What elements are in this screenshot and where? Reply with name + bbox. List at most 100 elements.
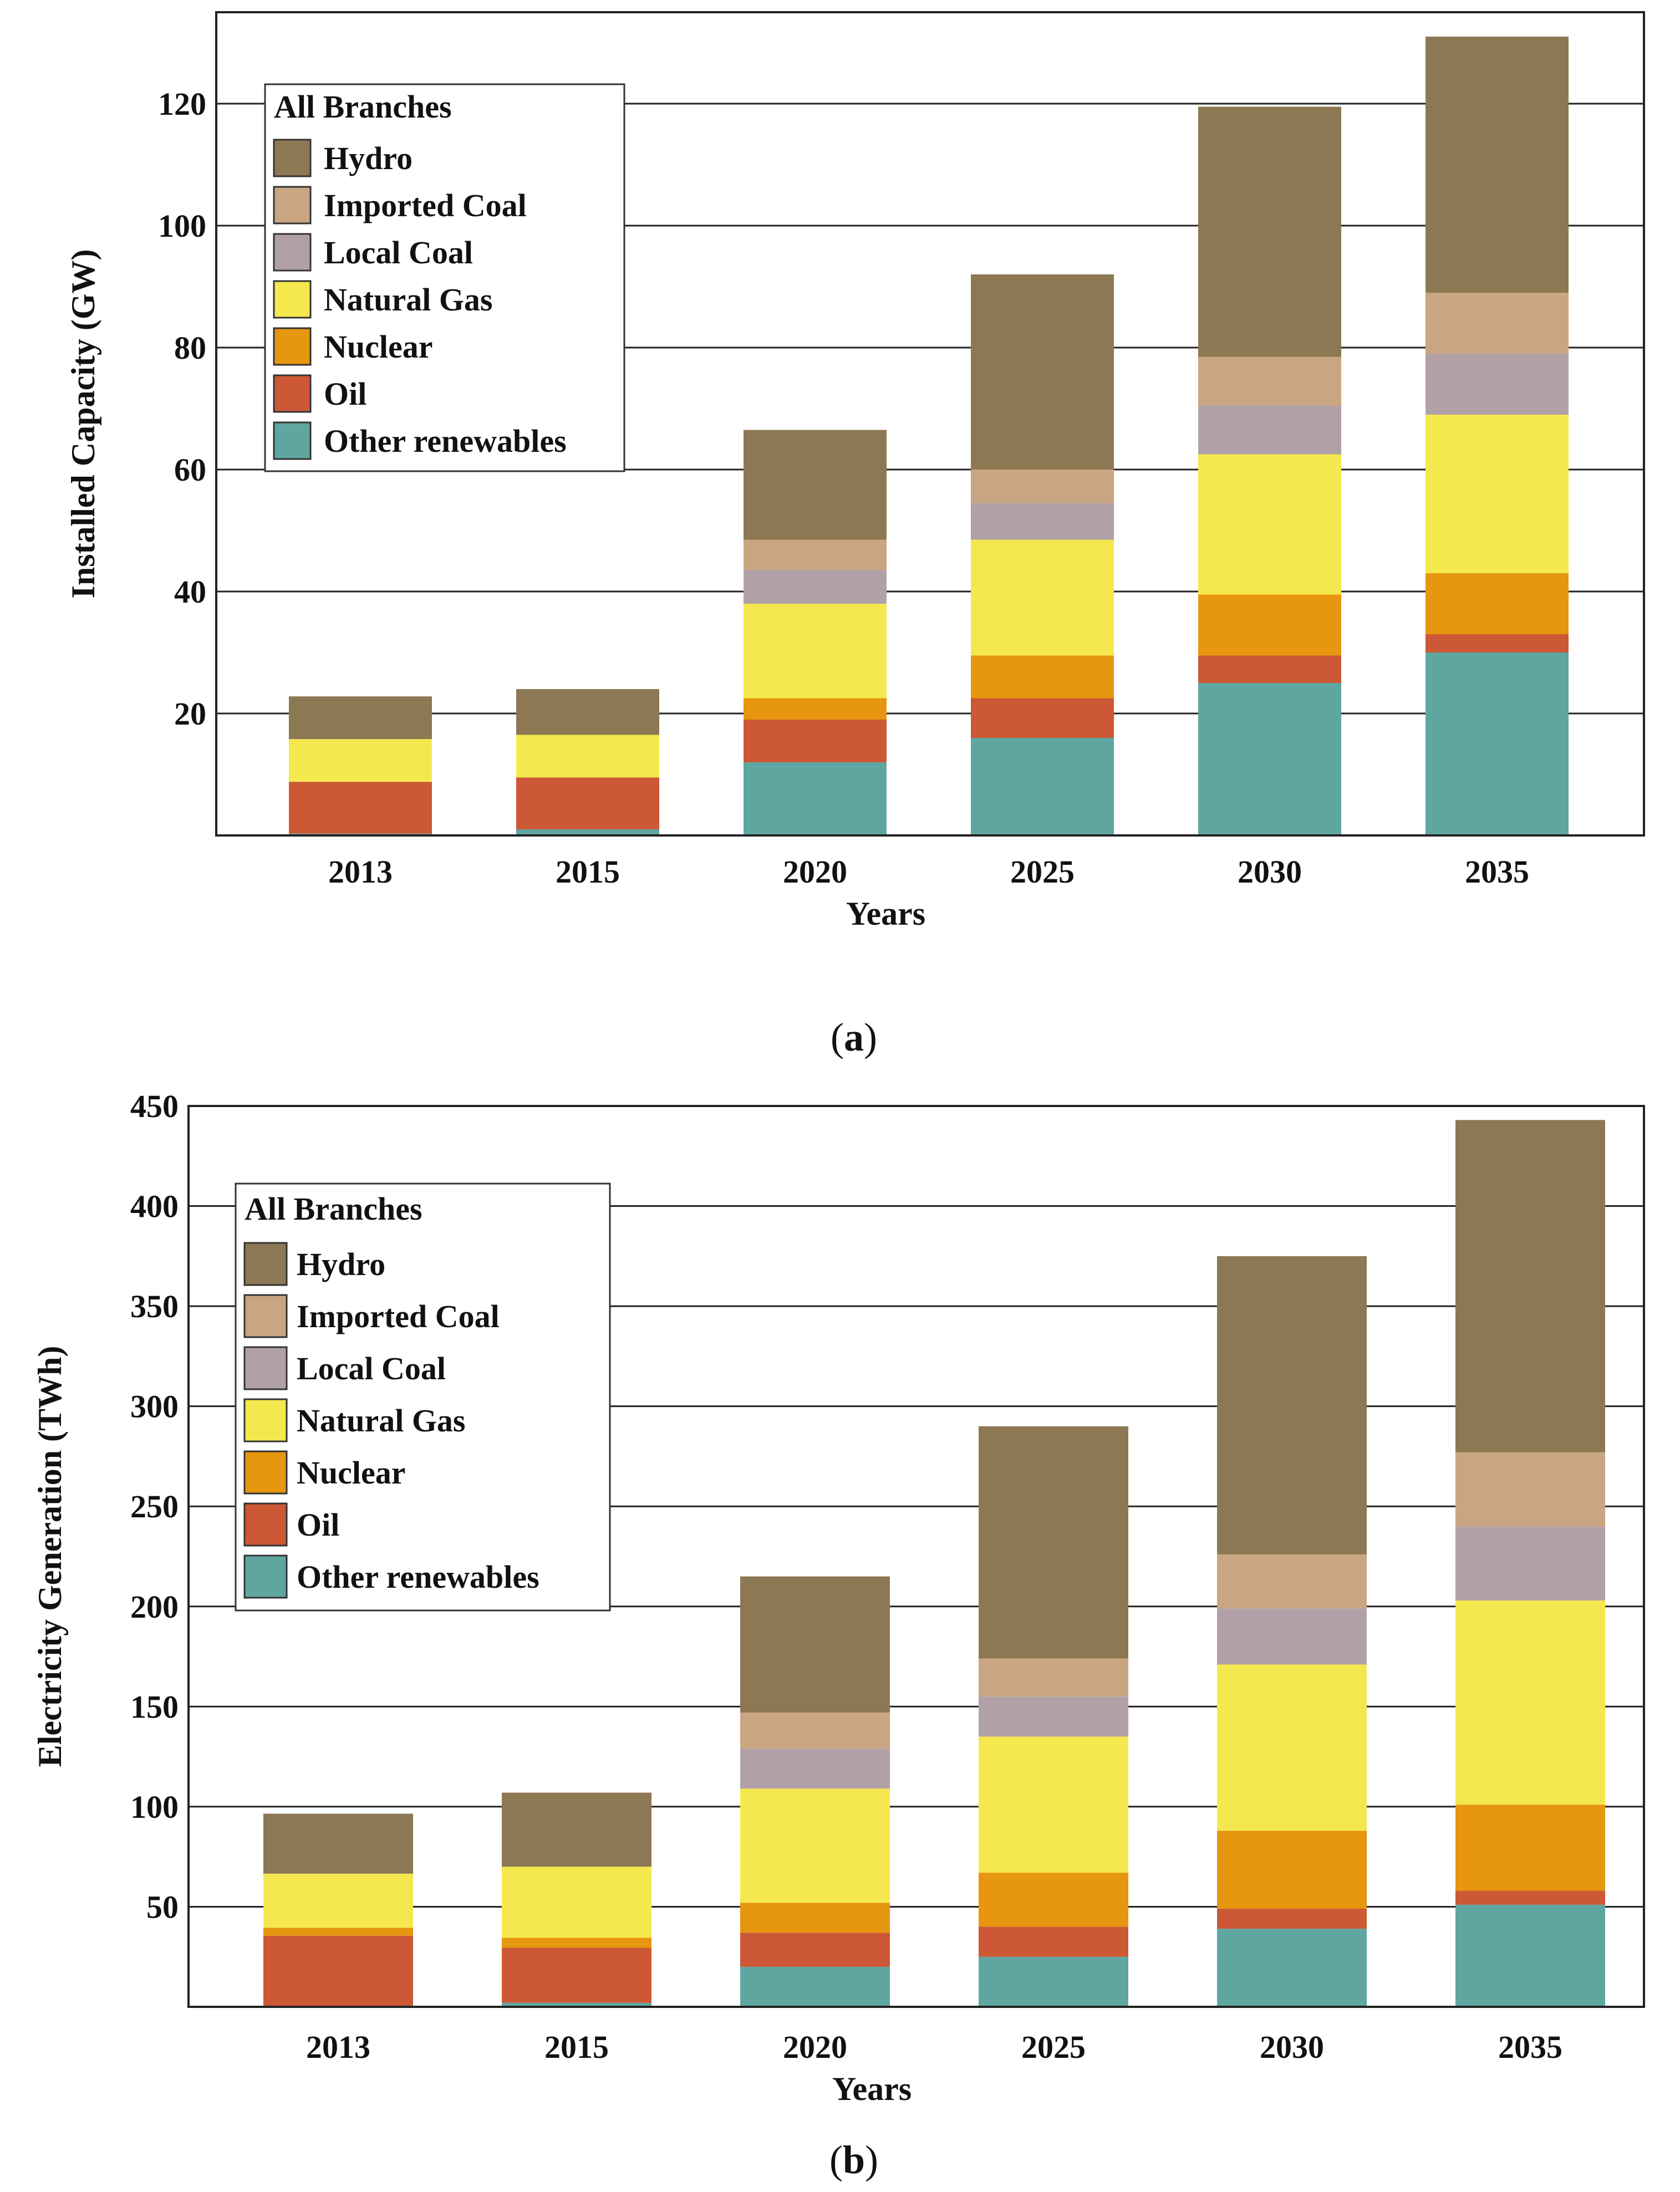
bar-segment-nuclear — [971, 655, 1114, 699]
legend-label: Local Coal — [324, 235, 473, 271]
bar-segment-local-coal — [971, 503, 1114, 540]
legend-items: Hydro Imported Coal Local Coal Natural Gas N… — [273, 139, 567, 460]
x-tick-label: 2030 — [1260, 2029, 1324, 2065]
legend-label: Natural Gas — [297, 1403, 466, 1439]
bar-stack-2013 — [289, 696, 432, 835]
legend-swatch — [273, 421, 312, 460]
x-tick-label: 2025 — [1010, 854, 1075, 890]
legend-swatch — [273, 327, 312, 366]
bar-segment-nuclear — [263, 1928, 413, 1936]
bar-stack-2035 — [1426, 37, 1569, 835]
x-tick-label: 2035 — [1498, 2029, 1562, 2065]
bar-segment-imported-coal — [971, 470, 1114, 503]
x-tick-labels: 2013 2015 2020 2025 2030 2035 — [306, 2029, 1562, 2065]
bar-stack-2015 — [516, 689, 659, 835]
bar-segment-other-renewables — [516, 829, 659, 835]
panel-caption-a: (a) — [831, 1015, 877, 1059]
legend-swatch — [243, 1450, 288, 1495]
bar-segment-imported-coal — [1455, 1452, 1605, 1527]
bar-stack-2020 — [744, 430, 887, 835]
bar-segment-local-coal — [1455, 1526, 1605, 1600]
panel-caption-letter: b — [843, 2138, 865, 2182]
legend-label: Local Coal — [297, 1350, 446, 1386]
bar-segment-hydro — [1198, 106, 1341, 357]
bar-segment-natural-gas — [979, 1736, 1128, 1873]
y-tick-labels: 20 40 60 80 100 120 — [158, 86, 206, 732]
bar-stack-2015 — [502, 1792, 651, 2007]
legend-item-hydro: Hydro — [273, 139, 413, 177]
legend-box — [235, 1182, 611, 1612]
legend-title: All Branches — [274, 89, 452, 125]
bar-segment-imported-coal — [744, 539, 887, 570]
y-tick-label: 450 — [130, 1088, 179, 1124]
legend-items: Hydro Imported Coal Local Coal Natural Gas N… — [243, 1242, 539, 1599]
bar-stacks — [216, 37, 1644, 837]
bar-segment-natural-gas — [516, 735, 659, 778]
bar-segment-oil — [744, 720, 887, 762]
y-tick-labels: 50 100 150 200 250 300 350 400 450 — [130, 1088, 179, 1925]
bar-segment-oil — [516, 777, 659, 829]
bar-segment-natural-gas — [1217, 1664, 1367, 1831]
bar-segment-local-coal — [1198, 405, 1341, 455]
x-tick-label: 2013 — [306, 2029, 370, 2065]
bar-segment-hydro — [263, 1813, 413, 1874]
y-tick-label: 100 — [158, 208, 206, 244]
x-tick-label: 2015 — [556, 854, 620, 890]
bar-segment-oil — [502, 1948, 651, 2003]
legend-label: Other renewables — [324, 423, 567, 459]
legend-item-oil: Oil — [243, 1502, 339, 1547]
bar-segment-local-coal — [1217, 1608, 1367, 1665]
bar-segment-natural-gas — [263, 1873, 413, 1928]
legend-item-other-renewables: Other renewables — [243, 1554, 539, 1599]
x-axis-label: Years — [846, 895, 925, 932]
bar-segment-other-renewables — [740, 1966, 890, 2007]
legend-label: Imported Coal — [297, 1298, 500, 1334]
x-tick-label: 2035 — [1465, 854, 1529, 890]
bar-segment-oil — [1198, 655, 1341, 683]
legend-item-oil: Oil — [273, 374, 366, 413]
bar-segment-hydro — [979, 1426, 1128, 1659]
bar-segment-other-renewables — [979, 1956, 1128, 2007]
bar-segment-oil — [979, 1926, 1128, 1957]
bar-stack-2025 — [979, 1426, 1128, 2007]
bar-segment-nuclear — [502, 1938, 651, 1948]
bar-segment-natural-gas — [744, 604, 887, 699]
bar-segment-local-coal — [740, 1748, 890, 1789]
bar-segment-oil — [1426, 634, 1569, 652]
bar-segment-other-renewables — [744, 762, 887, 835]
legend-label: Hydro — [297, 1246, 385, 1282]
bar-segment-natural-gas — [740, 1788, 890, 1903]
legend-swatch — [273, 374, 312, 413]
legend: All Branches Hydro Imported Coal Local Coa… — [235, 1182, 611, 1612]
bar-segment-hydro — [1455, 1120, 1605, 1452]
legend-item-nuclear: Nuclear — [243, 1450, 406, 1495]
y-tick-label: 400 — [130, 1189, 179, 1225]
legend-swatch — [243, 1346, 288, 1390]
legend-swatch — [243, 1398, 288, 1442]
bar-segment-oil — [1217, 1909, 1367, 1929]
bar-stack-2030 — [1198, 106, 1341, 835]
x-tick-labels: 2013 2015 2020 2025 2030 2035 — [328, 854, 1529, 890]
legend-label: Hydro — [324, 140, 413, 176]
legend-label: Oil — [324, 376, 366, 412]
bar-segment-imported-coal — [1217, 1554, 1367, 1609]
legend-swatch — [273, 186, 312, 225]
y-tick-label: 200 — [130, 1589, 179, 1625]
bar-stack-2013 — [263, 1813, 413, 2007]
legend-swatch — [273, 139, 312, 177]
legend-item-natural-gas: Natural Gas — [243, 1398, 466, 1442]
bar-segment-nuclear — [744, 698, 887, 720]
x-tick-label: 2020 — [783, 2029, 847, 2065]
bar-segment-hydro — [516, 689, 659, 735]
bar-segment-nuclear — [1198, 594, 1341, 656]
legend-item-natural-gas: Natural Gas — [273, 280, 493, 319]
legend-item-local-coal: Local Coal — [273, 233, 473, 272]
bar-segment-oil — [1455, 1890, 1605, 1905]
legend-item-imported-coal: Imported Coal — [243, 1294, 500, 1338]
legend-label: Oil — [297, 1507, 339, 1543]
bar-segment-hydro — [289, 696, 432, 740]
x-tick-label: 2013 — [328, 854, 393, 890]
bar-segment-hydro — [744, 430, 887, 540]
y-tick-label: 350 — [130, 1288, 179, 1324]
